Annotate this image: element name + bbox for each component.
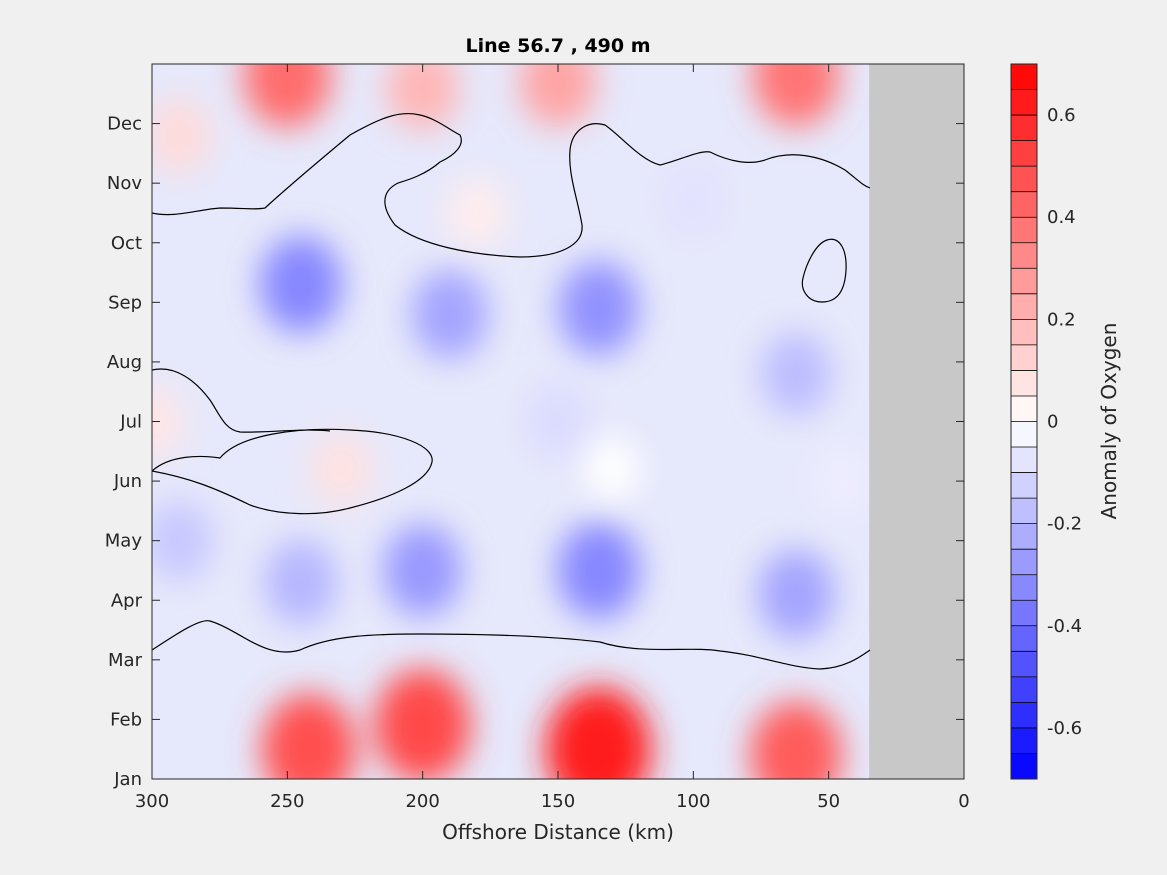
anomaly-feature — [152, 385, 183, 458]
x-tick-label: 50 — [817, 791, 840, 812]
colorbar-segment — [1011, 140, 1037, 167]
y-tick-label: Oct — [111, 233, 142, 254]
y-tick-label: Dec — [107, 114, 142, 135]
y-tick-label: Aug — [107, 352, 142, 373]
anomaly-feature — [545, 686, 652, 779]
colorbar-segment — [1011, 242, 1037, 269]
y-tick-label: Mar — [108, 650, 143, 671]
anomaly-feature — [558, 261, 639, 356]
anomaly-feature — [383, 524, 462, 617]
colorbar-segment — [1011, 676, 1037, 703]
zero-contour-nov-oct — [152, 112, 871, 258]
colorbar-segment — [1011, 498, 1037, 525]
anomaly-feature — [243, 64, 332, 128]
y-axis: Jan Feb Mar Apr May Jun Jul Aug Sep Oct Nov Dec — [105, 114, 964, 790]
y-tick-label: Sep — [108, 292, 142, 313]
zero-contour-oct-loop — [801, 238, 847, 303]
colorbar-segment — [1011, 523, 1037, 550]
x-tick-label: 250 — [270, 791, 304, 812]
colorbar-tick-label: -0.4 — [1047, 616, 1082, 637]
anomaly-feature — [519, 64, 597, 127]
y-tick-label: Jan — [113, 769, 142, 790]
colorbar-segment — [1011, 217, 1037, 244]
colorbar: 0.6 0.4 0.2 0 -0.2 -0.4 -0.6 — [1010, 63, 1082, 780]
colorbar-segment — [1011, 191, 1037, 218]
x-axis-label: Offshore Distance (km) — [442, 820, 674, 844]
anomaly-feature — [584, 436, 641, 502]
colorbar-segment — [1011, 64, 1037, 91]
colorbar-segment — [1011, 651, 1037, 678]
anomaly-feature — [662, 164, 725, 238]
y-tick-label: Nov — [107, 173, 142, 194]
anomaly-feature — [386, 64, 459, 131]
colorbar-segment — [1011, 319, 1037, 346]
colorbar-segment — [1011, 447, 1037, 474]
anomaly-blobs — [152, 64, 870, 779]
colorbar-segment — [1011, 344, 1037, 371]
colorbar-segment — [1011, 293, 1037, 320]
zero-contour-mar — [152, 620, 871, 670]
colorbar-segment — [1011, 395, 1037, 422]
colorbar-tick-label: 0.6 — [1047, 105, 1076, 126]
anomaly-feature — [760, 332, 832, 416]
colorbar-segment — [1011, 702, 1037, 729]
x-tick-label: 100 — [676, 791, 710, 812]
anomaly-feature — [310, 432, 373, 506]
colorbar-tick-label: 0 — [1047, 412, 1058, 433]
zero-contour-jul-aug — [152, 368, 331, 433]
colorbar-segment — [1011, 89, 1037, 116]
colorbar-segment — [1011, 268, 1037, 295]
plot-area — [152, 64, 964, 779]
anomaly-feature — [446, 177, 507, 249]
colorbar-segment — [1011, 166, 1037, 193]
anomaly-feature — [758, 549, 835, 639]
anomaly-feature — [374, 668, 471, 779]
x-axis: 300 250 200 150 100 50 0 — [135, 64, 970, 812]
y-tick-label: Jul — [119, 412, 142, 433]
zero-contours — [152, 112, 871, 670]
x-tick-label: 0 — [958, 791, 969, 812]
anomaly-feature — [264, 540, 337, 625]
anomaly-feature — [152, 500, 214, 581]
zero-contour-jun — [152, 428, 433, 515]
colorbar-segment — [1011, 753, 1037, 780]
anomaly-feature — [557, 521, 640, 619]
colorbar-segment — [1011, 600, 1037, 627]
x-tick-label: 300 — [135, 791, 169, 812]
anomaly-feature — [152, 97, 212, 174]
colorbar-segment — [1011, 472, 1037, 499]
y-tick-label: Feb — [110, 709, 142, 730]
colorbar-segment — [1011, 421, 1037, 448]
colorbar-segment — [1011, 727, 1037, 754]
colorbar-segment — [1011, 574, 1037, 601]
x-tick-label: 150 — [541, 791, 575, 812]
anomaly-feature — [750, 700, 843, 779]
colorbar-label: Anomaly of Oxygen — [1097, 323, 1121, 520]
anomaly-feature — [525, 383, 591, 460]
colorbar-segment — [1011, 115, 1037, 142]
colorbar-tick-label: -0.6 — [1047, 718, 1082, 739]
anomaly-feature — [259, 235, 343, 333]
y-tick-label: May — [105, 531, 143, 552]
x-tick-label: 200 — [405, 791, 439, 812]
anomaly-feature — [812, 445, 870, 517]
colorbar-segment — [1011, 549, 1037, 576]
colorbar-frame — [1010, 63, 1038, 780]
anomaly-field-base — [152, 64, 870, 779]
colorbar-tick-label: -0.2 — [1047, 514, 1082, 535]
anomaly-feature — [752, 64, 840, 127]
colorbar-tick-label: 0.4 — [1047, 207, 1076, 228]
chart-title: Line 56.7 , 490 m — [465, 35, 650, 57]
y-tick-label: Apr — [111, 590, 143, 611]
colorbar-tick-label: 0.2 — [1047, 309, 1076, 330]
colorbar-segment — [1011, 370, 1037, 397]
colorbar-segment — [1011, 625, 1037, 652]
anomaly-feature — [411, 269, 488, 359]
anomaly-feature — [261, 693, 357, 779]
y-tick-label: Jun — [113, 471, 142, 492]
